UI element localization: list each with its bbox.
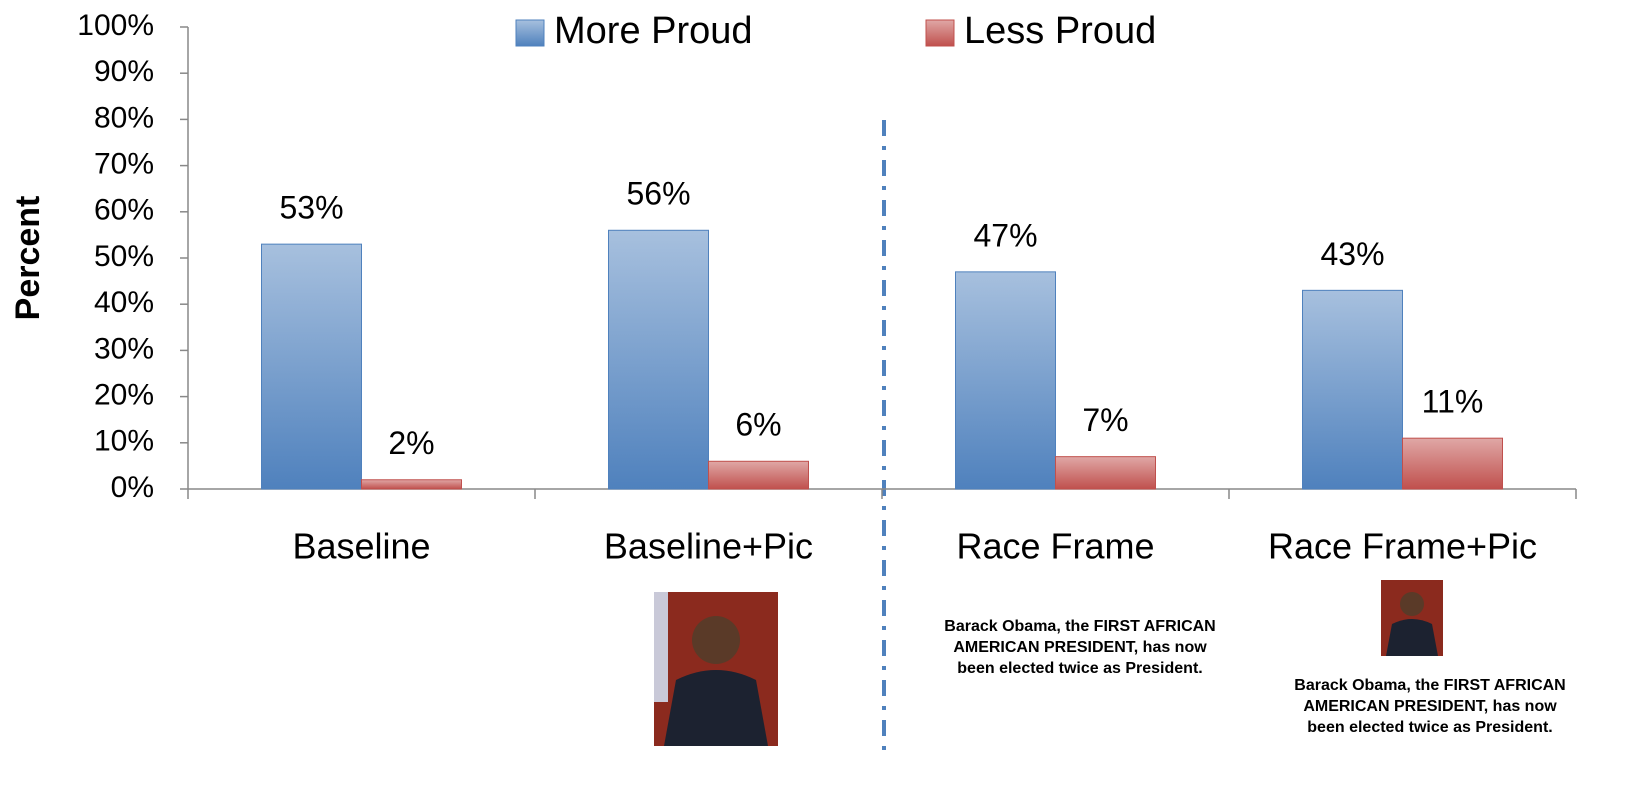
value-label: 11%: [1422, 384, 1484, 420]
bar: [708, 460, 809, 490]
value-label: 7%: [1082, 402, 1128, 438]
y-tick-label: 80%: [94, 101, 154, 134]
bar: [1402, 437, 1503, 490]
legend-swatch: [515, 19, 545, 47]
value-label: 43%: [1320, 236, 1384, 272]
y-tick-label: 90%: [94, 55, 154, 88]
y-tick-label: 40%: [94, 286, 154, 319]
x-tick-label: Race Frame+Pic: [1268, 526, 1537, 567]
y-tick-label: 70%: [94, 148, 154, 181]
y-tick-label: 100%: [77, 9, 154, 42]
y-axis-label: Percent: [9, 196, 47, 321]
value-label: 6%: [735, 407, 781, 443]
y-tick-label: 50%: [94, 240, 154, 273]
y-tick-label: 20%: [94, 379, 154, 412]
y-tick-label: 60%: [94, 194, 154, 227]
y-tick-label: 10%: [94, 425, 154, 458]
bar: [261, 243, 362, 490]
caption: Barack Obama, the FIRST AFRICAN AMERICAN…: [944, 618, 1216, 677]
value-label: 56%: [626, 176, 690, 212]
bar: [361, 479, 462, 490]
value-label: 47%: [973, 217, 1037, 253]
legend-label: Less Proud: [964, 10, 1156, 52]
x-tick-label: Baseline+Pic: [604, 526, 813, 567]
value-label: 2%: [388, 425, 434, 461]
bar: [1302, 289, 1403, 490]
photo: [1381, 580, 1443, 656]
x-tick-label: Baseline: [292, 526, 430, 567]
y-tick-label: 30%: [94, 332, 154, 365]
bar: [955, 271, 1056, 490]
caption: Barack Obama, the FIRST AFRICAN AMERICAN…: [1294, 677, 1566, 736]
value-label: 53%: [279, 190, 343, 226]
legend-swatch: [925, 19, 955, 47]
bar: [608, 229, 709, 490]
photo: [654, 592, 778, 746]
bar: [1055, 456, 1156, 490]
x-tick-label: Race Frame: [956, 526, 1154, 567]
legend-label: More Proud: [554, 10, 753, 52]
y-tick-label: 0%: [111, 471, 154, 504]
